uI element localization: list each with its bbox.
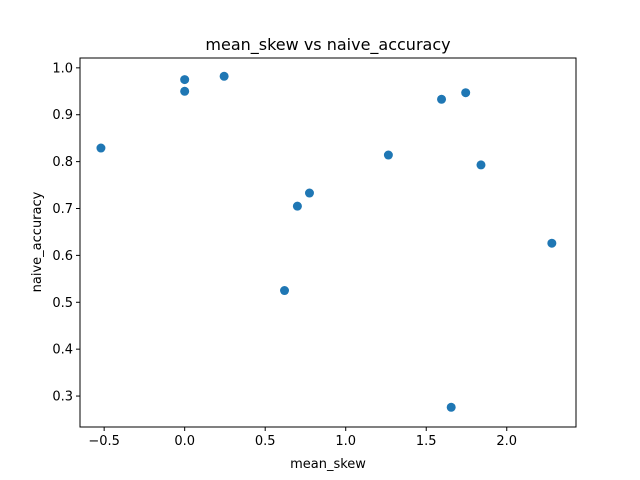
- x-tick-label: 0.5: [255, 434, 276, 449]
- plot-area: −0.5 0.0 0.5 1.0 1.5 2.0 0.30.40.50.60.70.80.…: [52, 57, 577, 449]
- y-tick-label: 0.5: [52, 296, 73, 311]
- scatter-point: [304, 188, 314, 198]
- scatter-point: [180, 86, 190, 96]
- axes-frame: [79, 57, 577, 428]
- data-points: [96, 71, 557, 412]
- y-tick-label: 0.7: [52, 202, 73, 217]
- y-tick-label: 0.9: [52, 108, 73, 123]
- scatter-point: [292, 201, 302, 211]
- y-tick-label: 0.8: [52, 155, 73, 170]
- x-tick-label: 1.0: [335, 434, 356, 449]
- scatter-point: [547, 238, 557, 248]
- y-axis-label: naive_accuracy: [30, 191, 45, 292]
- y-tick-label: 0.3: [52, 390, 73, 405]
- x-axis: −0.5 0.0 0.5 1.0 1.5 2.0: [88, 427, 517, 449]
- scatter-point: [437, 94, 447, 104]
- x-tick-label: 2.0: [496, 434, 517, 449]
- y-tick-label: 0.6: [52, 249, 73, 264]
- y-tick-label: 0.4: [52, 343, 73, 358]
- x-tick-label: 1.5: [416, 434, 437, 449]
- scatter-point: [461, 88, 471, 98]
- x-tick-label: 0.0: [174, 434, 195, 449]
- scatter-point: [219, 71, 229, 81]
- x-axis-label: mean_skew: [290, 457, 366, 472]
- scatter-point: [280, 286, 290, 296]
- scatter-point: [383, 150, 393, 160]
- y-tick-label: 1.0: [52, 61, 73, 76]
- scatter-point: [180, 75, 190, 85]
- x-tick-label: −0.5: [88, 434, 120, 449]
- y-axis: 0.3 0.4 0.5 0.6 0.7 0.8 0.9 1.0: [52, 61, 80, 405]
- scatter-point: [96, 143, 106, 153]
- chart-title: mean_skew vs naive_accuracy: [205, 35, 450, 55]
- scatter-point: [446, 402, 456, 412]
- scatter-point: [476, 160, 486, 170]
